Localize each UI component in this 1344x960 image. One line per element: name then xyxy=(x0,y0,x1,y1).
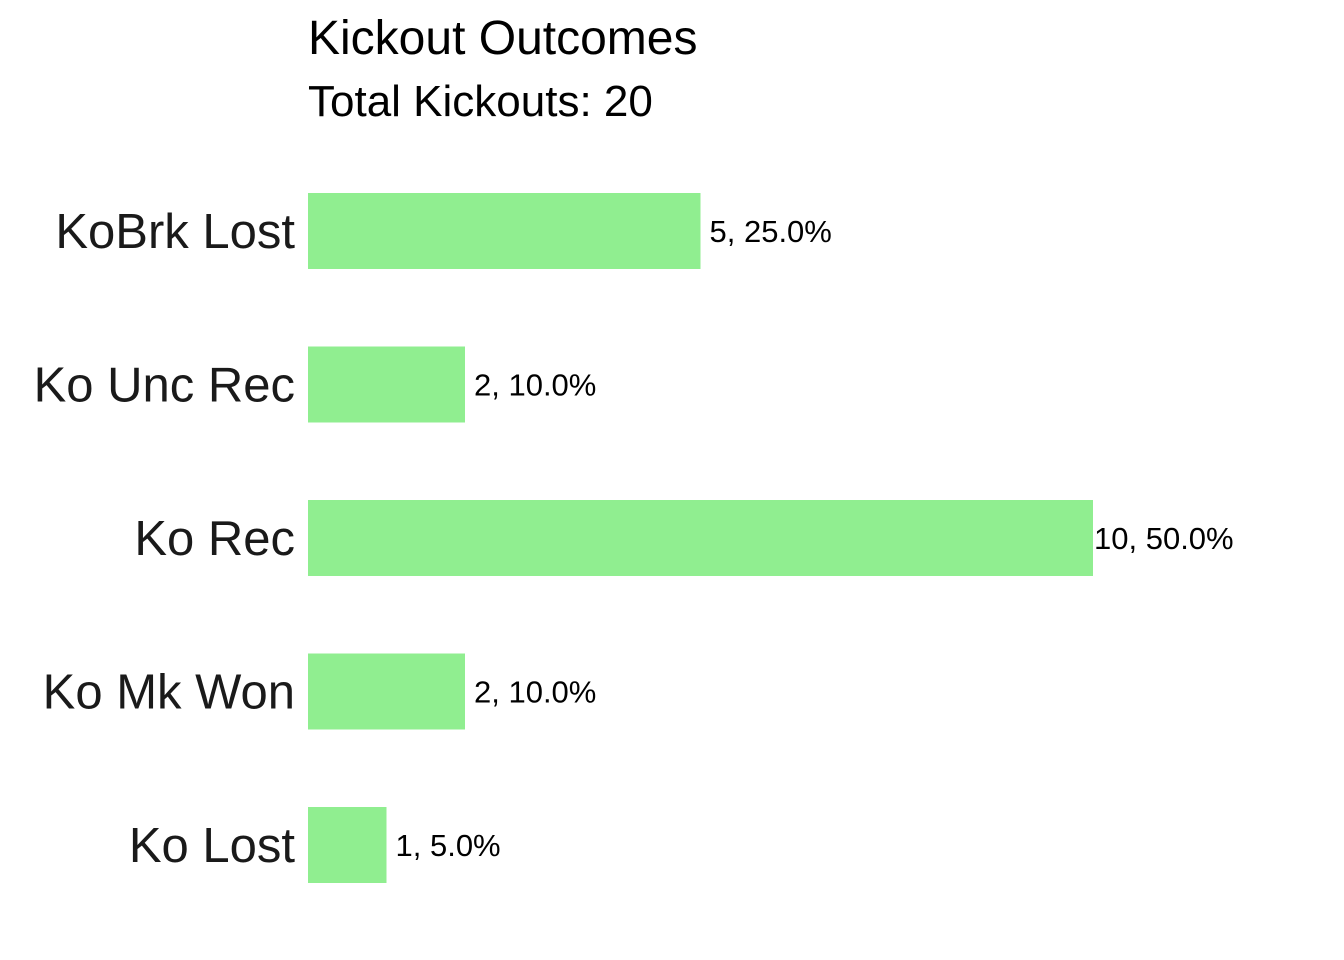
data-label-ko-rec: 10, 50.0% xyxy=(1094,521,1234,556)
data-label-ko-unc-rec: 2, 10.0% xyxy=(474,368,596,403)
chart-title: Kickout Outcomes xyxy=(308,12,697,65)
category-label-ko-rec: Ko Rec xyxy=(134,512,295,566)
category-label-ko-unc-rec: Ko Unc Rec xyxy=(34,359,295,413)
category-label-ko-lost: Ko Lost xyxy=(129,819,296,873)
bar-kobrk-lost xyxy=(308,193,701,269)
data-label-ko-lost: 1, 5.0% xyxy=(396,828,501,863)
bar-ko-lost xyxy=(308,807,387,883)
chart-subtitle: Total Kickouts: 20 xyxy=(308,77,653,126)
data-labels-group: 5, 25.0% 2, 10.0% 10, 50.0% 2, 10.0% 1, 5.0% xyxy=(396,214,1234,863)
data-label-kobrk-lost: 5, 25.0% xyxy=(710,214,832,249)
category-label-kobrk-lost: KoBrk Lost xyxy=(55,205,295,259)
category-labels-group: KoBrk Lost Ko Unc Rec Ko Rec Ko Mk Won Ko Lo… xyxy=(34,205,296,873)
bar-ko-unc-rec xyxy=(308,346,465,423)
bars-group xyxy=(308,193,1093,883)
category-label-ko-mk-won: Ko Mk Won xyxy=(43,666,295,720)
bar-ko-mk-won xyxy=(308,653,465,730)
data-label-ko-mk-won: 2, 10.0% xyxy=(474,675,596,710)
bar-ko-rec xyxy=(308,500,1093,576)
